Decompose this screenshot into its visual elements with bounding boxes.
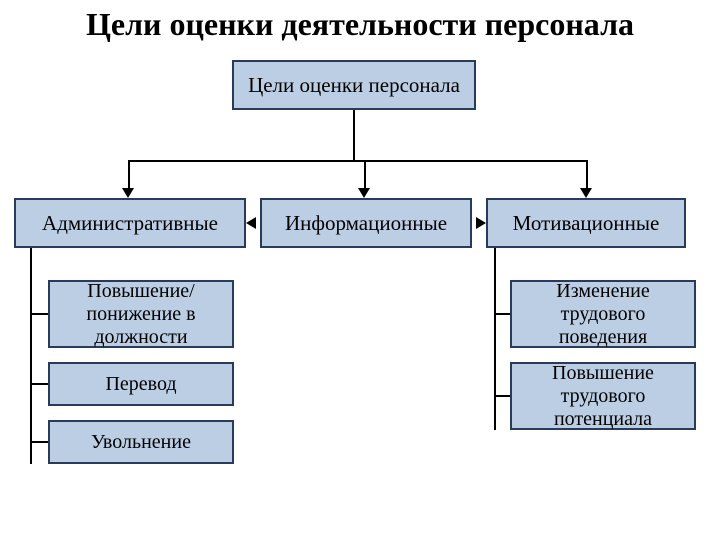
arrow-right-icon — [476, 217, 486, 229]
connector — [128, 160, 130, 190]
page-title: Цели оценки деятельности персонала — [0, 6, 720, 43]
root-label: Цели оценки персонала — [248, 73, 460, 97]
category-label: Информационные — [285, 211, 447, 235]
arrow-down-icon — [122, 188, 134, 198]
motiv-leaf: Повышение трудового потенциала — [510, 362, 696, 430]
arrow-left-icon — [246, 217, 256, 229]
admin-leaf: Повышение/ понижение в должности — [48, 280, 234, 348]
connector — [30, 248, 32, 464]
connector — [494, 313, 510, 315]
category-info: Информационные — [260, 198, 472, 248]
arrow-down-icon — [358, 188, 370, 198]
admin-leaf: Перевод — [48, 362, 234, 406]
leaf-label: Повышение/ понижение в должности — [56, 280, 226, 349]
connector — [128, 160, 588, 162]
leaf-label: Увольнение — [91, 431, 191, 454]
leaf-label: Изменение трудового поведения — [518, 280, 688, 349]
leaf-label: Перевод — [105, 373, 176, 396]
admin-leaf: Увольнение — [48, 420, 234, 464]
arrow-down-icon — [580, 188, 592, 198]
connector — [353, 110, 355, 162]
connector — [586, 160, 588, 190]
connector — [494, 248, 496, 430]
root-node: Цели оценки персонала — [232, 60, 476, 110]
connector — [364, 160, 366, 190]
category-admin: Административные — [14, 198, 246, 248]
connector — [494, 395, 510, 397]
category-label: Административные — [42, 211, 218, 235]
category-motiv: Мотивационные — [486, 198, 686, 248]
connector — [30, 383, 48, 385]
leaf-label: Повышение трудового потенциала — [518, 362, 688, 431]
connector — [30, 313, 48, 315]
motiv-leaf: Изменение трудового поведения — [510, 280, 696, 348]
connector — [30, 441, 48, 443]
category-label: Мотивационные — [513, 211, 660, 235]
